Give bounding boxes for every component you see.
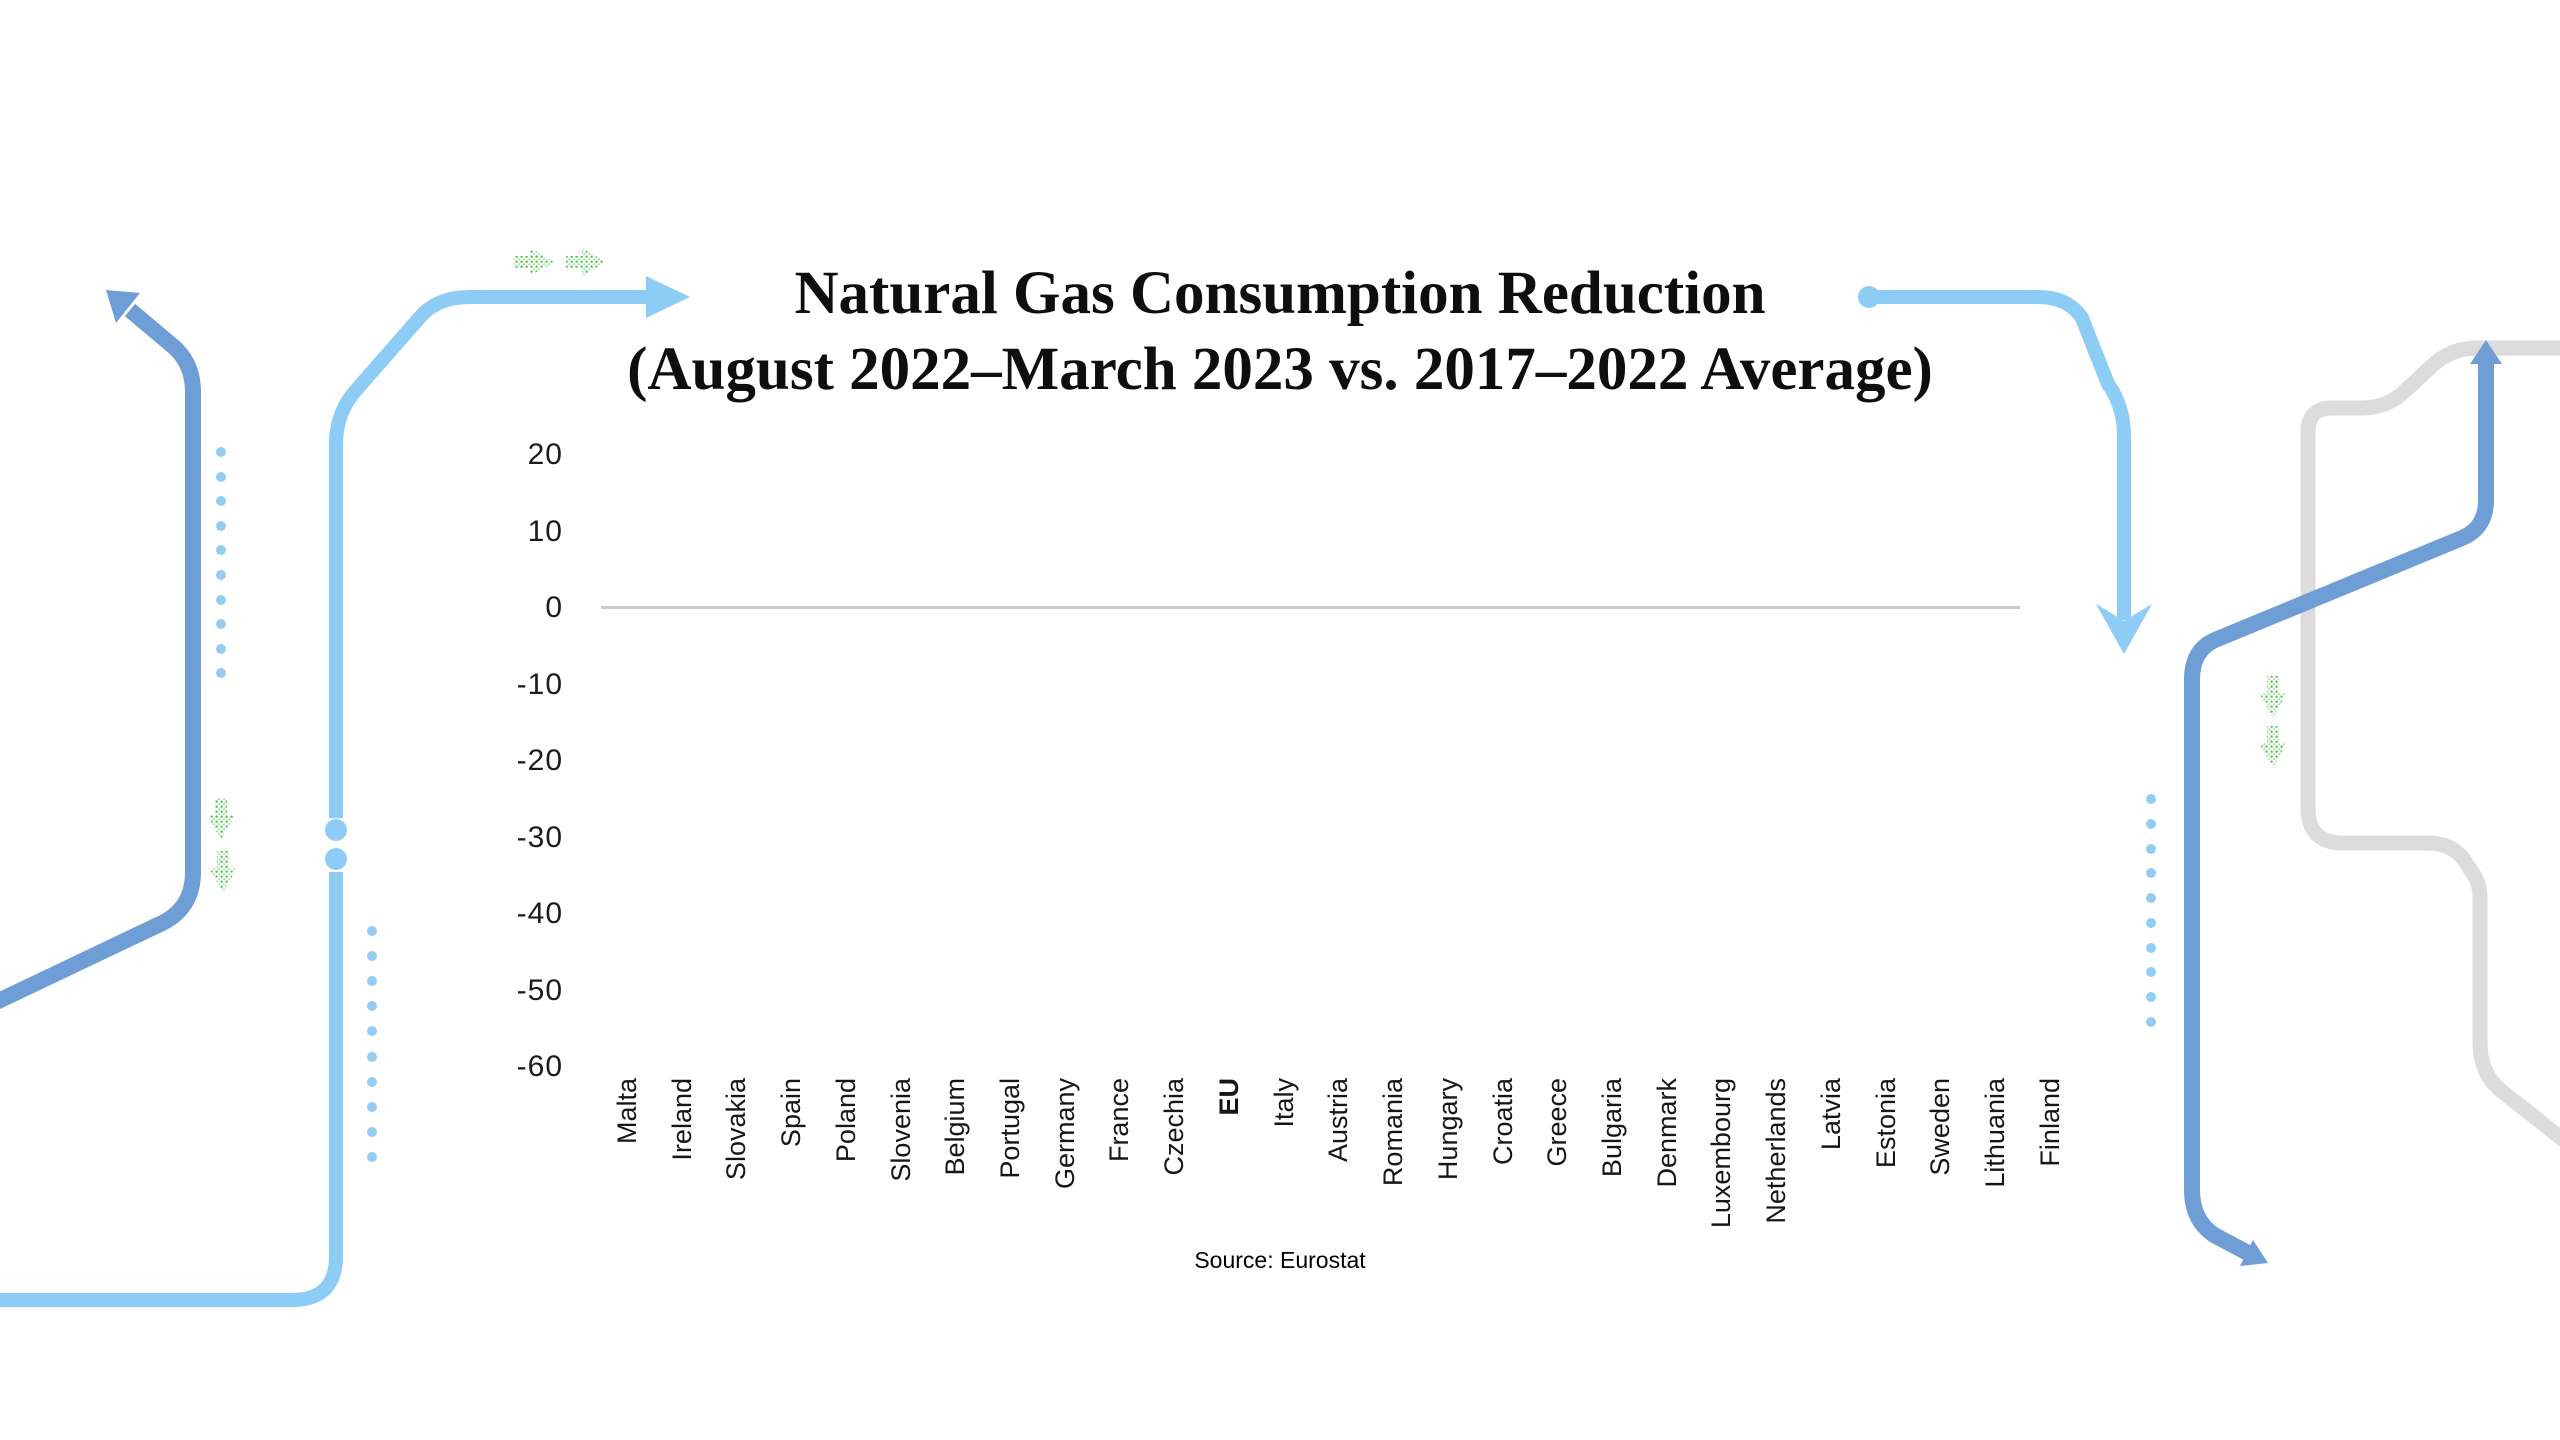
arrow-down-icon — [2096, 604, 2152, 654]
x-category-label: Spain — [776, 1078, 807, 1148]
x-category-label: Malta — [612, 1078, 642, 1145]
x-category-label: Portugal — [995, 1078, 1026, 1179]
x-category-label: Italy — [1268, 1078, 1299, 1128]
pipe-lightblue-left-lower — [0, 872, 343, 1307]
pipe-blue-right — [2184, 356, 2494, 1261]
green-down-arrow-icon — [2259, 676, 2287, 717]
x-category-label: Croatia — [1487, 1078, 1518, 1166]
y-tick-label: -40 — [516, 897, 563, 930]
y-tick-label: -50 — [516, 973, 563, 1007]
pipe-joint-ball — [325, 819, 347, 841]
y-tick-label: -60 — [516, 1050, 563, 1083]
chart-title: Natural Gas Consumption Reduction (Augus… — [0, 256, 2560, 408]
green-down-arrow-icon — [2259, 726, 2287, 767]
green-down-arrow-icon — [209, 851, 237, 892]
y-tick-label: -10 — [516, 667, 563, 701]
x-category-label: Greece — [1542, 1078, 1573, 1167]
x-category-label: Austria — [1323, 1078, 1354, 1163]
x-category-label: Ireland — [666, 1078, 697, 1161]
x-category-label: Luxembourg — [1706, 1078, 1737, 1229]
x-category-label: France — [1104, 1078, 1135, 1163]
y-tick-label: -20 — [516, 744, 563, 777]
x-category-label: Poland — [830, 1078, 861, 1163]
source-caption: Source: Eurostat — [1194, 1247, 1366, 1273]
pipe-blue-left — [0, 303, 201, 1010]
pipe-gray-right — [2300, 340, 2560, 1147]
x-category-label: Belgium — [940, 1078, 971, 1176]
green-down-arrow-icon — [207, 798, 235, 839]
pipe-joint-ball — [325, 848, 347, 870]
x-category-label: Lithuania — [1980, 1078, 2010, 1188]
x-category-label: Denmark — [1651, 1078, 1682, 1188]
x-category-label: EU — [1213, 1078, 1244, 1116]
x-category-label: Germany — [1049, 1078, 1080, 1190]
dotted-line-left-upper — [216, 447, 226, 678]
chart-title-line1: Natural Gas Consumption Reduction — [794, 260, 1766, 327]
x-category-label: Netherlands — [1761, 1078, 1792, 1224]
zero-gridline — [601, 606, 2020, 609]
dotted-line-left-lower — [367, 926, 377, 1162]
x-category-label: Slovakia — [721, 1078, 752, 1181]
chart-title-line2: (August 2022–March 2023 vs. 2017–2022 Av… — [627, 336, 1933, 403]
x-category-label: Finland — [2034, 1078, 2065, 1167]
y-tick-label: 20 — [527, 438, 563, 471]
x-category-label: Romania — [1378, 1078, 1409, 1187]
x-category-label: Bulgaria — [1596, 1078, 1627, 1178]
x-category-label: Sweden — [1925, 1078, 1956, 1176]
y-tick-label: 0 — [545, 591, 563, 624]
x-category-label: Latvia — [1815, 1078, 1846, 1151]
x-category-label: Hungary — [1432, 1078, 1463, 1181]
y-tick-label: 10 — [527, 514, 563, 548]
x-category-label: Slovenia — [885, 1078, 916, 1182]
x-category-label: Estonia — [1870, 1078, 1901, 1169]
dotted-line-right — [2146, 794, 2156, 1027]
x-category-label: Czechia — [1159, 1078, 1190, 1176]
y-tick-label: -30 — [516, 820, 563, 854]
